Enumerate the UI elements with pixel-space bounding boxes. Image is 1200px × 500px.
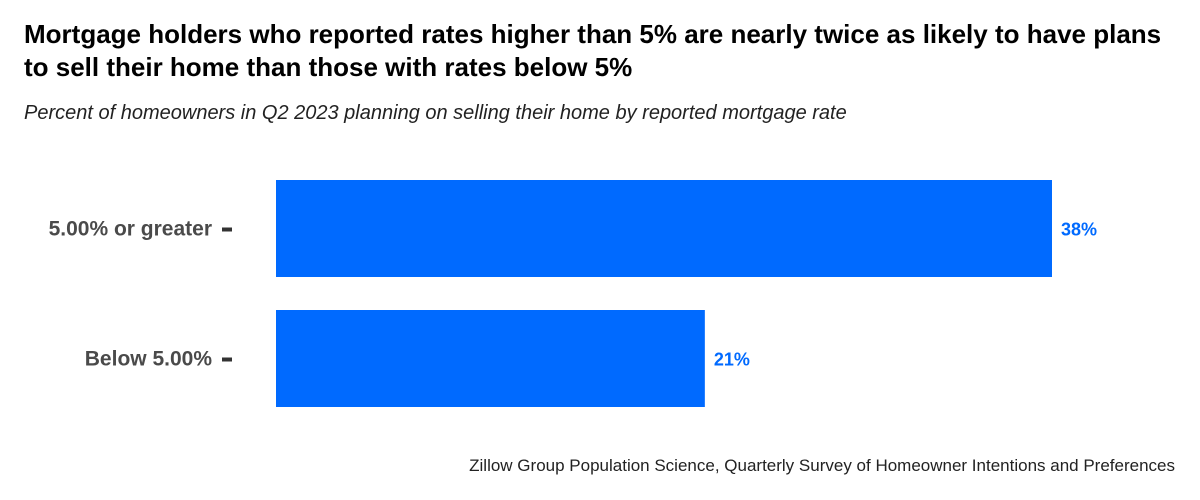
data-label: 38% (1061, 220, 1097, 240)
axis-tick (222, 357, 232, 362)
chart-subtitle: Percent of homeowners in Q2 2023 plannin… (24, 102, 847, 124)
bar (276, 180, 1052, 277)
chart-title: Mortgage holders who reported rates high… (24, 19, 1162, 82)
axis-tick (222, 227, 232, 232)
data-label: 21% (714, 350, 750, 370)
bar (276, 310, 705, 407)
source-caption: Zillow Group Population Science, Quarter… (469, 456, 1175, 475)
category-label: 5.00% or greater (49, 218, 212, 241)
category-label: Below 5.00% (85, 348, 213, 371)
